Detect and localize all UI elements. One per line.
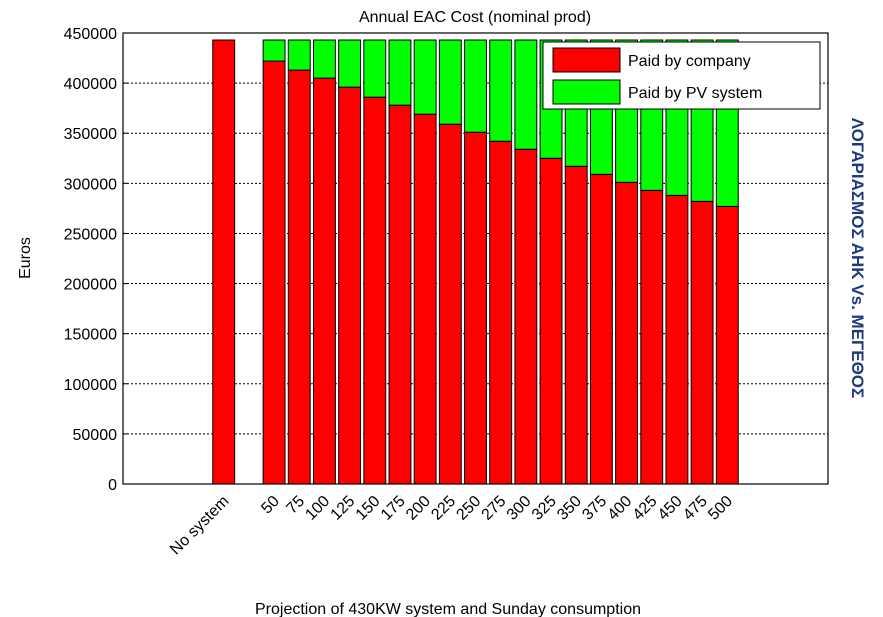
bar-segment [615, 181, 639, 485]
y-tick-label: 450000 [64, 26, 117, 43]
bar-segment [489, 140, 513, 485]
y-tick-label: 150000 [64, 327, 117, 344]
bar-segment [212, 39, 236, 485]
x-tick-label: 100 [302, 493, 333, 524]
bar-segment [262, 60, 286, 485]
bar-segment [514, 39, 538, 150]
bar-segment [287, 69, 311, 485]
chart-title: Annual EAC Cost (nominal prod) [359, 9, 591, 26]
x-tick-label: 125 [328, 493, 359, 524]
bar-segment [312, 39, 336, 79]
x-tick-label: 400 [604, 493, 635, 524]
bar-segment [363, 39, 387, 98]
bar-segment [388, 104, 412, 485]
bar-segment [464, 131, 487, 485]
x-tick-label: 50 [258, 493, 283, 518]
plot-frame [122, 32, 829, 485]
legend-swatch [552, 47, 621, 73]
y-tick-label: 200000 [64, 277, 117, 294]
bar-segment [640, 189, 664, 485]
x-tick-label: 275 [479, 493, 510, 524]
bar-segment [413, 39, 437, 115]
y-axis-label: Euros [17, 237, 34, 279]
bar-segment [363, 96, 387, 485]
bar-segment [464, 39, 487, 133]
y-tick-label: 0 [108, 477, 117, 494]
x-tick-label: 250 [453, 493, 484, 524]
bar-segment [690, 200, 714, 485]
bar-segment [715, 205, 739, 485]
bar-segment [589, 173, 613, 485]
bar-segment [489, 39, 513, 142]
bar-segment [388, 39, 412, 106]
legend-label: Paid by PV system [628, 85, 762, 102]
y-tick-label: 250000 [64, 226, 117, 243]
x-tick-label: 225 [428, 493, 459, 524]
x-tick-label: 150 [353, 493, 384, 524]
bar-segment [514, 148, 538, 485]
bar-segment [262, 39, 286, 62]
x-tick-label: 375 [579, 493, 610, 524]
legend-label: Paid by company [628, 53, 751, 70]
y-tick-label: 50000 [73, 427, 118, 444]
x-tick-label: 450 [655, 493, 686, 524]
x-tick-label: 200 [403, 493, 434, 524]
x-tick-label: 300 [504, 493, 535, 524]
x-axis-label: Projection of 430KW system and Sunday co… [255, 601, 641, 617]
bar-segment [438, 123, 462, 485]
bar-segment [438, 39, 462, 125]
y-tick-label: 400000 [64, 76, 117, 93]
bar-segment [338, 86, 362, 485]
x-tick-label: No system [167, 493, 232, 558]
x-tick-label: 325 [529, 493, 560, 524]
x-tick-label: 500 [705, 493, 736, 524]
x-tick-label: 175 [378, 493, 409, 524]
y-tick-label: 350000 [64, 126, 117, 143]
legend-swatch [552, 79, 621, 105]
x-tick-label: 475 [680, 493, 711, 524]
y-tick-label: 300000 [64, 176, 117, 193]
bar-segment [338, 39, 362, 88]
bar-segment [564, 165, 588, 485]
bar-segment [413, 113, 437, 485]
bar-segment [287, 39, 311, 71]
x-tick-label: 350 [554, 493, 585, 524]
y-tick-label: 100000 [64, 377, 117, 394]
bar-segment [665, 194, 689, 485]
side-note: ΛΟΓΑΡΙΑΣΜΟΣ ΑΗΚ Vs. ΜΕΓΕΘΟΣ [848, 118, 867, 398]
x-tick-label: 425 [630, 493, 661, 524]
bar-segment [312, 77, 336, 485]
bar-segment [539, 157, 563, 485]
